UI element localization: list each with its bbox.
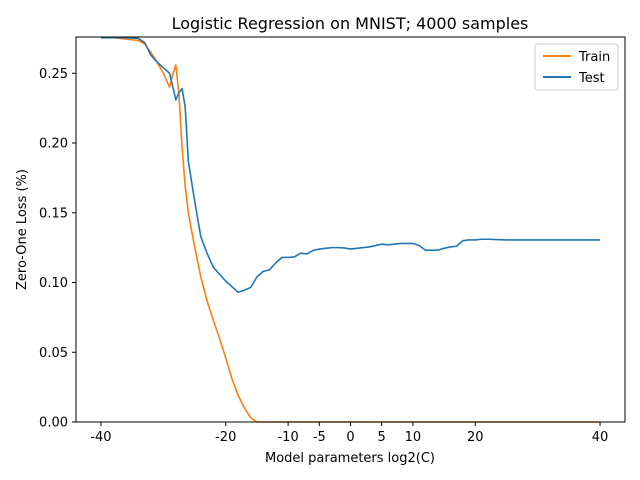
x-tick-label: 20 xyxy=(467,430,484,445)
x-tick-label: -5 xyxy=(313,430,326,445)
x-tick-label: 40 xyxy=(592,430,609,445)
x-tick-label: 10 xyxy=(405,430,422,445)
x-tick-label: -40 xyxy=(90,430,111,445)
y-tick-label: 0.00 xyxy=(39,416,68,431)
y-axis-title: Zero-One Loss (%) xyxy=(15,169,30,290)
y-tick-label: 0.20 xyxy=(39,137,68,152)
legend: Train Test xyxy=(534,43,619,91)
y-tick-label: 0.05 xyxy=(39,346,68,361)
axis-layer: -40 -20 -10 -5 0 5 10 20 40 0.00 0.05 0.10 0.15 0.20 0… xyxy=(39,67,608,445)
y-tick-label: 0.10 xyxy=(39,276,68,291)
series-line-test xyxy=(100,36,601,294)
x-tick-label: -20 xyxy=(215,430,236,445)
plot-area xyxy=(76,37,625,422)
plot-border xyxy=(75,36,626,423)
legend-label-test: Test xyxy=(578,71,605,86)
x-tick-label: -10 xyxy=(277,430,298,445)
x-tick-label: 5 xyxy=(378,430,386,445)
y-tick-label: 0.15 xyxy=(39,206,68,221)
chart-title: Logistic Regression on MNIST; 4000 sampl… xyxy=(172,14,529,33)
y-tick-label: 0.25 xyxy=(39,67,68,82)
x-tick-label: 0 xyxy=(346,430,354,445)
x-axis-title: Model parameters log2(C) xyxy=(265,451,435,466)
legend-label-train: Train xyxy=(578,50,610,65)
